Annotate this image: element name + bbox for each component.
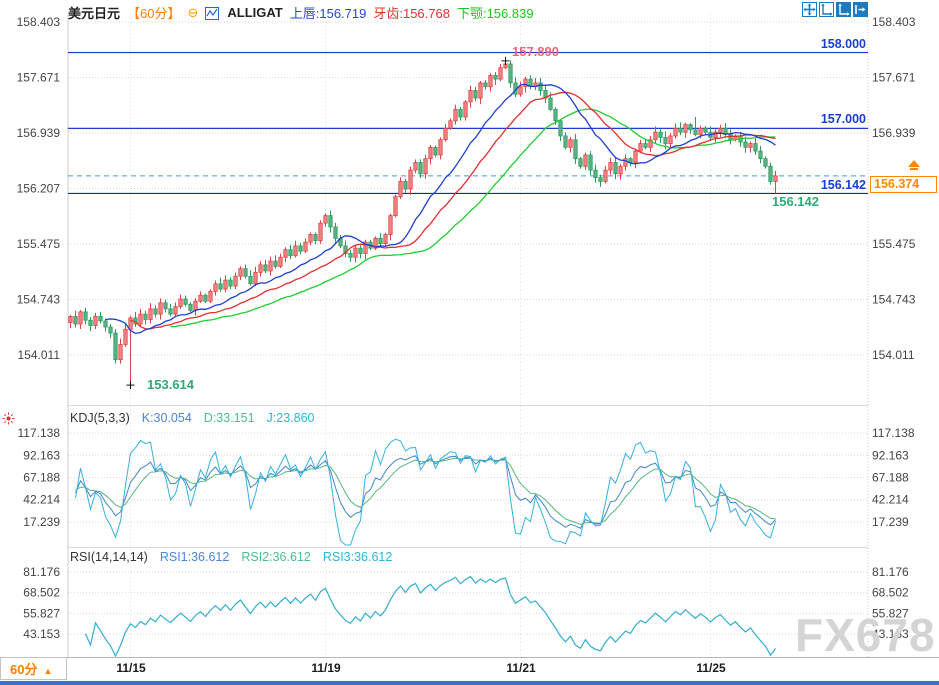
axis-labels: 158.403 158.403 157.671 157.671 156.939 156.9…	[17, 15, 916, 641]
axis-label: 92.163	[23, 448, 60, 462]
symbol-title: 美元日元	[68, 6, 121, 21]
axis-label: 68.502	[872, 586, 909, 600]
rsi-pane-header: RSI(14,14,14) RSI1:36.612 RSI2:36.612 RS…	[70, 550, 392, 564]
level-lines	[68, 51, 868, 195]
axis-label: 155.475	[17, 237, 61, 251]
axis-label: 17.239	[23, 515, 60, 529]
indicator-settings-icon[interactable]	[2, 412, 15, 428]
axis-label: 155.475	[872, 237, 916, 251]
axis-label: 154.011	[18, 348, 61, 362]
collapse-indicator-icon[interactable]: ⊖	[187, 4, 199, 20]
axis-label: 156.207	[17, 182, 61, 196]
axis-scale-active-icon[interactable]	[836, 2, 851, 17]
alligator-jaw-value: 下颚:156.839	[456, 6, 534, 21]
resistance-157-label: 157.000	[820, 112, 866, 126]
axis-label: 154.011	[872, 348, 915, 362]
axis-label: 68.502	[23, 586, 60, 600]
low-price-annotation: 153.614	[147, 377, 194, 392]
kdj-lines	[75, 438, 776, 546]
price-up-arrow-base	[910, 168, 918, 170]
period-selector[interactable]: 60分 ▲	[0, 657, 67, 680]
axis-label: 157.671	[17, 71, 61, 85]
rsi-title: RSI(14,14,14)	[70, 550, 148, 564]
period-up-triangle-icon: ▲	[43, 666, 53, 676]
support-156142-label: 156.142	[820, 178, 866, 192]
kdj-d-value: D:33.151	[203, 411, 255, 425]
axis-label: 157.671	[872, 71, 916, 85]
axis-label: 42.214	[872, 493, 909, 507]
kdj-title: KDJ(5,3,3)	[70, 411, 130, 425]
indicator-name: ALLIGAT	[227, 5, 283, 20]
axis-label: 117.138	[18, 426, 61, 440]
bottom-scrollbar[interactable]	[0, 681, 939, 685]
resistance-158-label: 158.000	[820, 37, 866, 51]
collapse-right-icon[interactable]	[853, 2, 868, 17]
axis-label: 81.176	[872, 565, 909, 579]
axis-label: 42.214	[23, 493, 60, 507]
axis-label: 154.743	[872, 293, 916, 307]
date-tick-label: 11/25	[696, 661, 726, 675]
axis-label: 117.138	[872, 426, 915, 440]
chart-header: 美元日元 【60分】 ⊖ ALLIGAT 上唇:156.719 牙齿:156.7…	[68, 3, 534, 22]
axis-label: 17.239	[872, 515, 909, 529]
axis-zoom-icon[interactable]	[819, 2, 834, 17]
alligator-teeth-value: 牙齿:156.768	[373, 6, 450, 21]
kdj-k-value: K:30.054	[141, 411, 192, 425]
kdj-pane-header: KDJ(5,3,3) K:30.054 D:33.151 J:23.860	[70, 411, 315, 425]
rsi1-value: RSI1:36.612	[159, 550, 230, 564]
axis-label: 81.176	[23, 565, 60, 579]
axis-label: 154.743	[17, 293, 61, 307]
time-axis-bar	[0, 657, 939, 682]
last-price-tag: 156.374	[870, 176, 937, 193]
gridlines	[67, 14, 869, 657]
axis-label: 55.827	[872, 606, 909, 620]
peak-price-annotation: 157.890	[512, 44, 559, 59]
date-tick-label: 11/21	[506, 661, 536, 675]
support-green-annotation: 156.142	[772, 194, 819, 209]
chart-toolbar	[802, 2, 868, 17]
rsi-lines	[85, 576, 776, 658]
axis-label: 156.939	[17, 126, 61, 140]
rsi2-value: RSI2:36.612	[241, 550, 311, 564]
rsi3-value: RSI3:36.612	[322, 550, 393, 564]
period-label[interactable]: 【60分】	[127, 6, 181, 21]
extreme-markers	[126, 56, 510, 390]
axis-label: 158.403	[17, 15, 61, 29]
alligator-lines	[105, 83, 776, 335]
crosshair-move-icon[interactable]	[802, 2, 817, 17]
watermark: FX678	[795, 609, 936, 661]
candles	[68, 60, 778, 386]
axis-label: 55.827	[23, 606, 60, 620]
date-tick-label: 11/19	[311, 661, 341, 675]
axis-label: 92.163	[872, 448, 909, 462]
date-tick-label: 11/15	[116, 661, 146, 675]
indicator-chart-icon[interactable]	[205, 6, 220, 20]
axis-label: 43.153	[872, 627, 909, 641]
price-up-arrow-icon	[908, 160, 920, 167]
axis-label: 67.188	[23, 471, 60, 485]
kdj-j-value: J:23.860	[266, 411, 315, 425]
axis-label: 156.939	[872, 126, 916, 140]
period-selector-label: 60分	[10, 662, 38, 677]
axis-label: 67.188	[872, 471, 909, 485]
axis-label: 158.403	[872, 15, 916, 29]
axis-label: 43.153	[23, 627, 60, 641]
alligator-lips-value: 上唇:156.719	[289, 6, 367, 21]
